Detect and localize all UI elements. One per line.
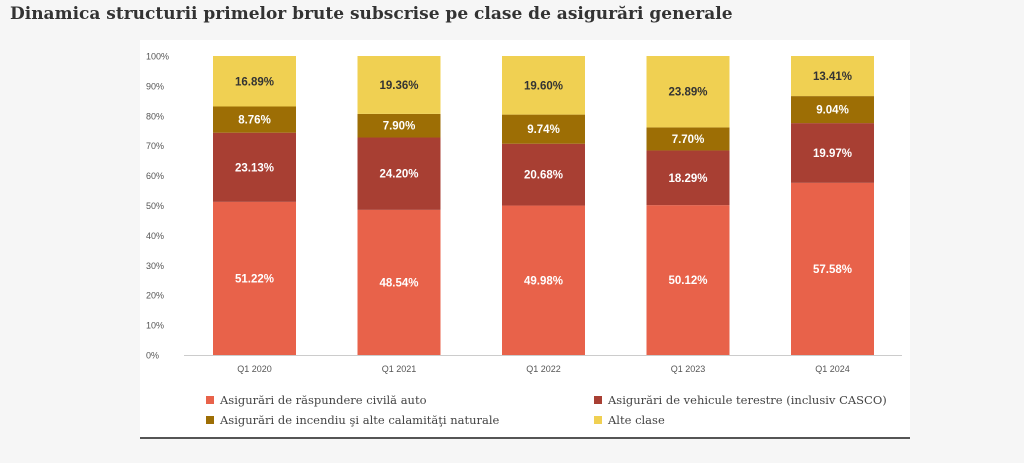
data-label: 13.41% bbox=[813, 71, 852, 83]
y-tick-label: 20% bbox=[146, 291, 164, 301]
x-tick-label: Q1 2023 bbox=[671, 364, 706, 374]
data-label: 19.60% bbox=[524, 80, 563, 92]
bar-segment bbox=[357, 209, 441, 355]
bar-segment bbox=[357, 137, 441, 210]
bar-segment bbox=[357, 56, 441, 114]
bar-segment bbox=[646, 127, 730, 151]
y-tick-label: 0% bbox=[146, 351, 159, 361]
legend-label: Alte clase bbox=[608, 413, 665, 427]
data-label: 48.54% bbox=[379, 277, 418, 289]
bar-segment bbox=[646, 150, 730, 206]
page-title: Dinamica structurii primelor brute subsc… bbox=[10, 4, 733, 24]
data-label: 49.98% bbox=[524, 275, 563, 287]
y-tick-label: 70% bbox=[146, 141, 164, 151]
data-label: 9.04% bbox=[816, 105, 849, 117]
bar-segment bbox=[791, 96, 874, 124]
x-tick-label: Q1 2022 bbox=[526, 364, 561, 374]
bottom-divider bbox=[140, 437, 910, 439]
y-tick-label: 90% bbox=[146, 81, 164, 91]
y-tick-label: 30% bbox=[146, 261, 164, 271]
y-tick-label: 40% bbox=[146, 231, 164, 241]
legend-swatch bbox=[206, 396, 214, 404]
y-tick-label: 10% bbox=[146, 321, 164, 331]
data-label: 8.76% bbox=[238, 115, 271, 127]
bar-segment bbox=[213, 106, 296, 133]
data-label: 16.89% bbox=[235, 76, 274, 88]
data-label: 18.29% bbox=[668, 173, 707, 185]
legend-swatch bbox=[594, 396, 602, 404]
legend-label: Asigurări de răspundere civilă auto bbox=[220, 393, 427, 407]
chart-card: 0% 10% 20% 30% 40% 50% 60% 70% 80% 90% 100% 51.22% 2… bbox=[140, 40, 910, 438]
legend-label: Asigurări de incendiu şi alte calamităţi… bbox=[220, 413, 500, 427]
x-tick-label: Q1 2024 bbox=[815, 364, 850, 374]
bar-segment bbox=[213, 201, 296, 355]
data-label: 9.74% bbox=[527, 124, 560, 136]
bar-segment bbox=[791, 182, 874, 355]
data-label: 7.70% bbox=[672, 134, 705, 146]
bar-segment bbox=[502, 205, 585, 355]
bar-segment bbox=[791, 123, 874, 183]
y-tick-label: 50% bbox=[146, 201, 164, 211]
bar-segment bbox=[213, 56, 296, 107]
bar-segment bbox=[646, 205, 730, 355]
bar-segment bbox=[357, 113, 441, 138]
legend-item-vehicule-terestre: Asigurări de vehicule terestre (inclusiv… bbox=[594, 393, 887, 407]
legend-item-alte-clase: Alte clase bbox=[594, 413, 665, 427]
chart-legend: Asigurări de răspundere civilă auto Asig… bbox=[200, 391, 900, 435]
data-label: 51.22% bbox=[235, 273, 274, 285]
bar-segment bbox=[502, 56, 585, 115]
data-label: 7.90% bbox=[383, 121, 416, 133]
y-tick-label: 60% bbox=[146, 171, 164, 181]
bar-segment bbox=[213, 132, 296, 202]
legend-swatch bbox=[594, 416, 602, 424]
legend-swatch bbox=[206, 416, 214, 424]
x-tick-label: Q1 2020 bbox=[237, 364, 272, 374]
data-label: 19.97% bbox=[813, 148, 852, 160]
data-label: 23.89% bbox=[668, 87, 707, 99]
data-label: 50.12% bbox=[668, 275, 707, 287]
bar-segment bbox=[502, 114, 585, 144]
legend-item-incendiu-calamitati: Asigurări de incendiu şi alte calamităţi… bbox=[206, 413, 499, 427]
y-tick-label: 80% bbox=[146, 111, 164, 121]
data-label: 23.13% bbox=[235, 162, 274, 174]
data-label: 19.36% bbox=[379, 80, 418, 92]
bar-segment bbox=[502, 143, 585, 206]
y-tick-label: 100% bbox=[146, 52, 169, 62]
data-label: 24.20% bbox=[379, 169, 418, 181]
stacked-bar-chart: 0% 10% 20% 30% 40% 50% 60% 70% 80% 90% 100% 51.22% 2… bbox=[146, 52, 902, 374]
data-label: 20.68% bbox=[524, 170, 563, 182]
data-label: 57.58% bbox=[813, 264, 852, 276]
legend-label: Asigurări de vehicule terestre (inclusiv… bbox=[608, 393, 887, 407]
bar-segment bbox=[646, 56, 730, 128]
bar-segment bbox=[791, 56, 874, 97]
legend-item-raspundere-civila-auto: Asigurări de răspundere civilă auto bbox=[206, 393, 427, 407]
x-tick-label: Q1 2021 bbox=[382, 364, 417, 374]
